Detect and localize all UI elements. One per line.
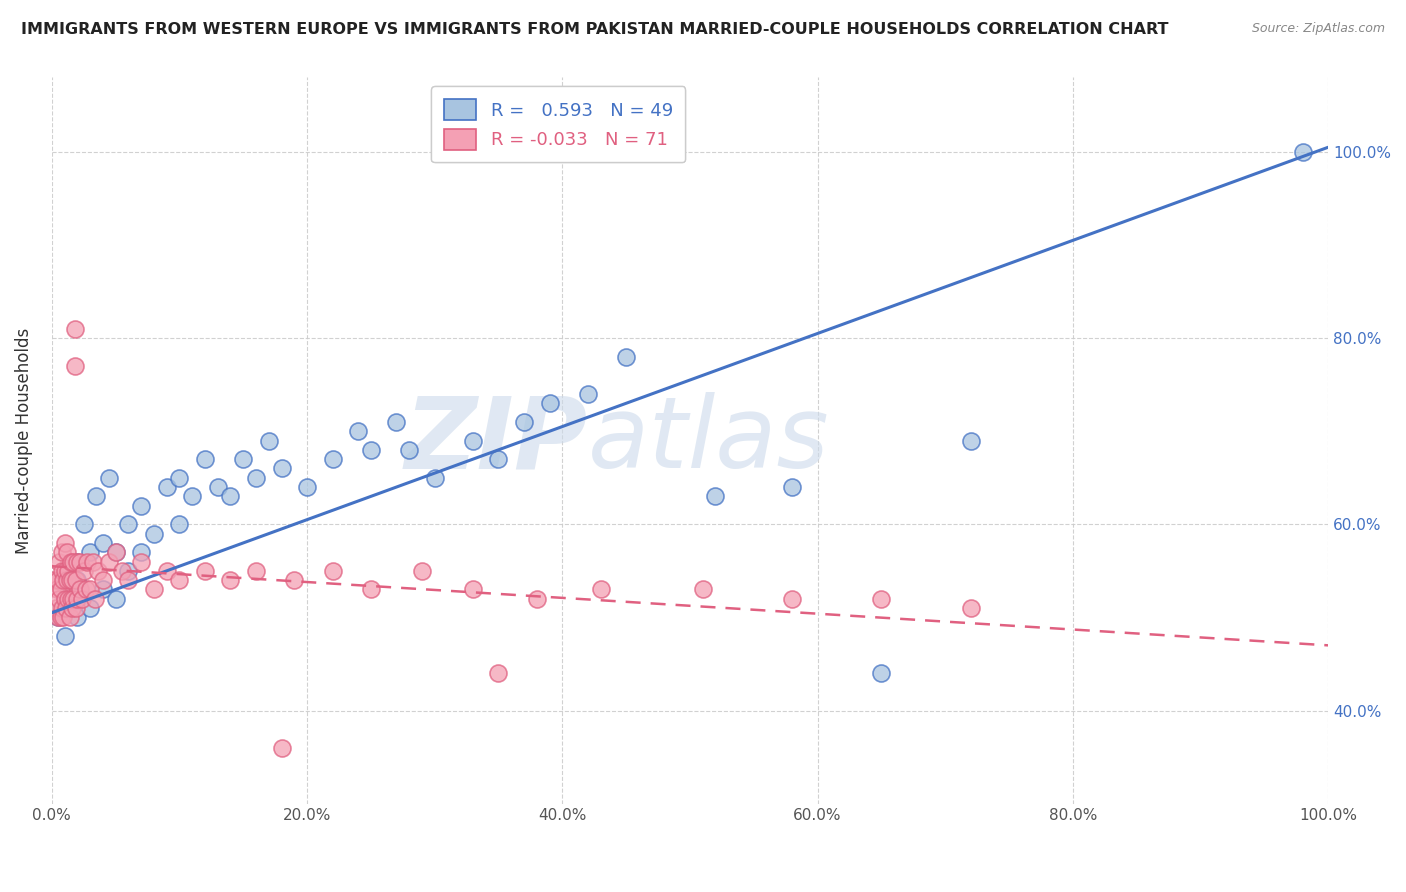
Point bbox=[62, 555, 84, 569]
Point bbox=[56, 545, 79, 559]
Point bbox=[91, 536, 114, 550]
Point bbox=[169, 517, 191, 532]
Point bbox=[79, 582, 101, 597]
Point bbox=[461, 582, 484, 597]
Point bbox=[53, 536, 76, 550]
Point bbox=[219, 489, 242, 503]
Point bbox=[538, 396, 561, 410]
Point bbox=[60, 601, 83, 615]
Point bbox=[79, 601, 101, 615]
Point bbox=[76, 555, 98, 569]
Point bbox=[614, 350, 637, 364]
Point bbox=[870, 666, 893, 681]
Point bbox=[46, 610, 69, 624]
Point bbox=[104, 545, 127, 559]
Point bbox=[49, 582, 72, 597]
Point bbox=[295, 480, 318, 494]
Point bbox=[60, 573, 83, 587]
Point bbox=[63, 359, 86, 373]
Point bbox=[59, 610, 82, 624]
Point bbox=[82, 555, 104, 569]
Point bbox=[117, 517, 139, 532]
Point bbox=[117, 573, 139, 587]
Legend: R =   0.593   N = 49, R = -0.033   N = 71: R = 0.593 N = 49, R = -0.033 N = 71 bbox=[430, 87, 685, 162]
Point bbox=[111, 564, 134, 578]
Point bbox=[49, 610, 72, 624]
Point bbox=[780, 480, 803, 494]
Text: atlas: atlas bbox=[588, 392, 830, 489]
Point bbox=[58, 564, 80, 578]
Point bbox=[360, 582, 382, 597]
Point bbox=[576, 387, 599, 401]
Point bbox=[207, 480, 229, 494]
Point bbox=[72, 591, 94, 606]
Point bbox=[65, 601, 87, 615]
Point bbox=[398, 442, 420, 457]
Point bbox=[63, 322, 86, 336]
Point bbox=[870, 591, 893, 606]
Point bbox=[411, 564, 433, 578]
Point bbox=[142, 526, 165, 541]
Point bbox=[270, 740, 292, 755]
Point bbox=[66, 555, 89, 569]
Point bbox=[156, 564, 179, 578]
Point bbox=[322, 452, 344, 467]
Point bbox=[48, 555, 70, 569]
Point bbox=[194, 452, 217, 467]
Point bbox=[423, 471, 446, 485]
Point bbox=[385, 415, 408, 429]
Point bbox=[65, 573, 87, 587]
Point bbox=[66, 610, 89, 624]
Point bbox=[91, 573, 114, 587]
Point bbox=[66, 555, 89, 569]
Point bbox=[589, 582, 612, 597]
Point bbox=[156, 480, 179, 494]
Point bbox=[245, 564, 267, 578]
Point bbox=[692, 582, 714, 597]
Point bbox=[52, 573, 75, 587]
Point bbox=[55, 601, 77, 615]
Point bbox=[129, 545, 152, 559]
Point bbox=[51, 564, 73, 578]
Point bbox=[283, 573, 305, 587]
Point bbox=[181, 489, 204, 503]
Point bbox=[69, 555, 91, 569]
Point bbox=[86, 489, 108, 503]
Point bbox=[169, 573, 191, 587]
Point bbox=[69, 582, 91, 597]
Point bbox=[51, 545, 73, 559]
Point bbox=[959, 601, 981, 615]
Point bbox=[59, 591, 82, 606]
Point bbox=[129, 555, 152, 569]
Point bbox=[84, 591, 107, 606]
Point bbox=[104, 591, 127, 606]
Point bbox=[347, 424, 370, 438]
Point bbox=[232, 452, 254, 467]
Point bbox=[46, 610, 69, 624]
Point bbox=[45, 582, 67, 597]
Point bbox=[52, 610, 75, 624]
Point bbox=[73, 564, 96, 578]
Point bbox=[45, 601, 67, 615]
Point bbox=[98, 555, 121, 569]
Point bbox=[129, 499, 152, 513]
Point bbox=[56, 573, 79, 587]
Point bbox=[219, 573, 242, 587]
Text: Source: ZipAtlas.com: Source: ZipAtlas.com bbox=[1251, 22, 1385, 36]
Point bbox=[117, 564, 139, 578]
Text: IMMIGRANTS FROM WESTERN EUROPE VS IMMIGRANTS FROM PAKISTAN MARRIED-COUPLE HOUSEH: IMMIGRANTS FROM WESTERN EUROPE VS IMMIGR… bbox=[21, 22, 1168, 37]
Point bbox=[46, 573, 69, 587]
Point bbox=[48, 591, 70, 606]
Point bbox=[98, 471, 121, 485]
Point bbox=[75, 582, 97, 597]
Point bbox=[73, 517, 96, 532]
Point bbox=[51, 601, 73, 615]
Y-axis label: Married-couple Households: Married-couple Households bbox=[15, 327, 32, 554]
Point bbox=[59, 555, 82, 569]
Point bbox=[91, 582, 114, 597]
Point bbox=[194, 564, 217, 578]
Point bbox=[142, 582, 165, 597]
Point bbox=[780, 591, 803, 606]
Point bbox=[59, 573, 82, 587]
